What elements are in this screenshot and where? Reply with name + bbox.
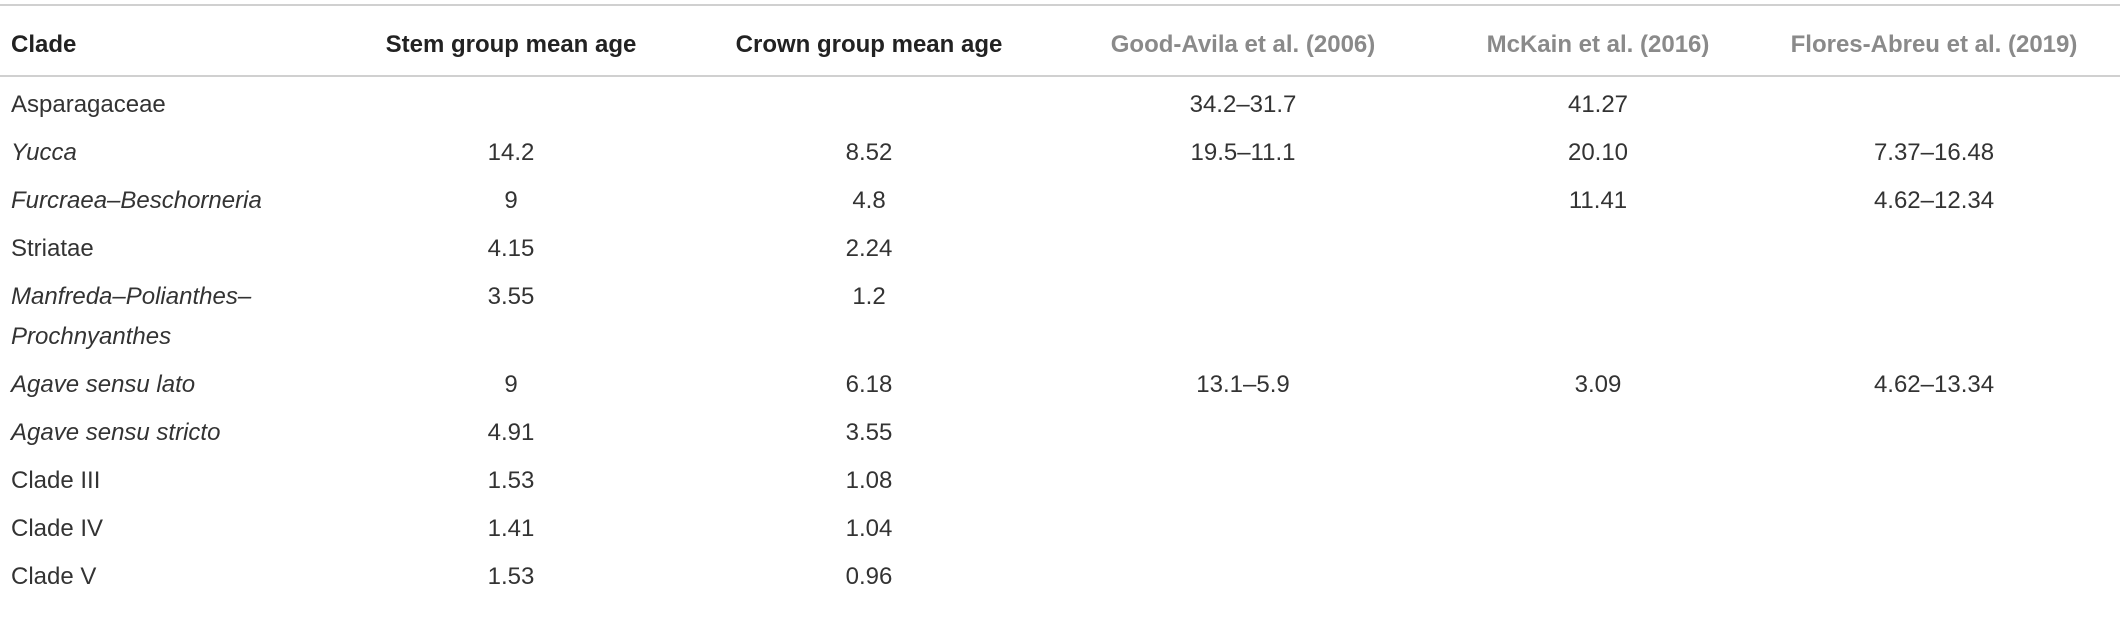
value-cell [1076,405,1410,453]
value-cell: 34.2–31.7 [1189,91,1297,118]
data-table: Clade Stem group mean age Crown group mean… [0,4,2120,597]
table-row: Striatae 4.15 2.24 [0,221,2120,269]
page: Clade Stem group mean age Crown group mean… [0,4,2120,637]
clade-cell: Clade IV [11,515,104,542]
column-header: Good-Avila et al. (2006) [1076,5,1410,77]
value-cell: 13.1–5.9 [1196,371,1290,398]
value-cell [1076,501,1410,549]
value-cell: 9 [504,371,518,398]
value-cell: 3.55 [845,419,893,446]
clade-cell: Clade III [11,467,101,494]
value-cell [1076,173,1410,221]
value-cell [1410,549,1786,597]
value-cell: 11.41 [1568,187,1628,214]
table-row: Clade III 1.53 1.08 [0,453,2120,501]
value-cell: 0.96 [845,563,893,590]
value-cell: 7.37–16.48 [1873,139,1995,166]
clade-cell: Yucca [11,139,77,166]
value-cell: 19.5–11.1 [1190,139,1296,166]
table-row: Agave sensu stricto 4.91 3.55 [0,405,2120,453]
value-cell: 2.24 [845,235,893,262]
value-cell [1410,221,1786,269]
value-cell: 4.15 [487,235,535,262]
value-cell [1410,405,1786,453]
value-cell [1410,501,1786,549]
value-cell: 41.27 [1567,91,1629,118]
table-body: Asparagaceae 34.2–31.7 41.27 Yucca 14.2 8.52 1… [0,76,2120,597]
column-header: McKain et al. (2016) [1410,5,1786,77]
value-cell: 1.04 [845,515,893,542]
value-cell [1786,501,2120,549]
column-header: Crown group mean age [662,5,1076,77]
clade-cell: Agave sensu stricto [11,419,221,446]
value-cell [1076,453,1410,501]
value-cell: 4.62–12.34 [1873,187,1995,214]
table-row: Manfreda–Polianthes–Prochnyanthes 3.55 1.2 [0,269,2120,357]
table-row: Furcraea–Beschorneria 9 4.8 11.41 4.62–12.34 [0,173,2120,221]
value-cell [1076,269,1410,357]
value-cell [1786,76,2120,125]
clade-cell: Manfreda–Polianthes–Prochnyanthes [11,283,252,350]
value-cell [1410,269,1786,357]
value-cell [1786,221,2120,269]
value-cell: 4.8 [852,187,886,214]
table-row: Clade V 1.53 0.96 [0,549,2120,597]
column-header: Flores-Abreu et al. (2019) [1786,5,2120,77]
clade-cell: Clade V [11,563,97,590]
clade-cell: Asparagaceae [11,91,166,118]
value-cell: 6.18 [845,371,893,398]
clade-cell: Agave sensu lato [11,371,196,398]
value-cell [1076,221,1410,269]
value-cell: 1.08 [845,467,893,494]
value-cell [662,76,1076,125]
column-header: Stem group mean age [360,5,662,77]
value-cell [1076,549,1410,597]
value-cell: 4.91 [487,419,535,446]
value-cell: 9 [504,187,518,214]
value-cell [1786,269,2120,357]
value-cell [1786,453,2120,501]
value-cell: 1.41 [487,515,535,542]
value-cell: 3.09 [1574,371,1622,398]
value-cell: 4.62–13.34 [1873,371,1995,398]
value-cell: 1.53 [487,563,535,590]
clade-cell: Furcraea–Beschorneria [11,187,262,214]
table-row: Agave sensu lato 9 6.18 13.1–5.9 3.09 4.62–13… [0,357,2120,405]
value-cell [1410,453,1786,501]
table-row: Asparagaceae 34.2–31.7 41.27 [0,76,2120,125]
table-row: Yucca 14.2 8.52 19.5–11.1 20.10 7.37–16.48 [0,125,2120,173]
value-cell: 14.2 [487,139,535,166]
value-cell: 20.10 [1567,139,1629,166]
value-cell: 8.52 [845,139,893,166]
value-cell [1786,549,2120,597]
value-cell [360,76,662,125]
column-header: Clade [0,5,360,77]
value-cell [1786,405,2120,453]
header-row: Clade Stem group mean age Crown group mean… [0,5,2120,77]
table-row: Clade IV 1.41 1.04 [0,501,2120,549]
value-cell: 1.53 [487,467,535,494]
value-cell: 1.2 [852,283,886,310]
value-cell: 3.55 [487,283,535,310]
clade-cell: Striatae [11,235,94,262]
